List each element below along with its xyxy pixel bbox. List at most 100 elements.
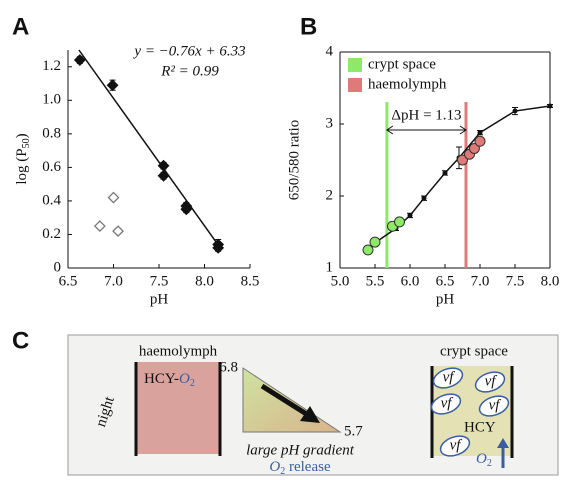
block-title: haemolymph	[139, 343, 218, 359]
region-point	[457, 154, 468, 166]
legend-label: crypt space	[368, 56, 436, 72]
panel-label: C	[12, 327, 29, 354]
gas-arrow-head	[497, 438, 509, 448]
x-tick-label: 7.5	[506, 273, 525, 289]
block-content: HCY	[464, 419, 496, 435]
text-part: 50	[21, 138, 32, 148]
text-part: log (P	[14, 148, 30, 184]
annotation: y = −0.76x + 6.33	[132, 43, 245, 59]
y-tick-label: 2	[326, 187, 334, 203]
region-point	[362, 244, 374, 256]
text-part: 2	[280, 466, 285, 477]
region-point	[474, 135, 486, 147]
annotation: ΔpH = 1.13	[391, 107, 461, 123]
point	[442, 170, 448, 176]
panel-label: A	[12, 13, 29, 40]
delta-arrow	[385, 125, 467, 135]
text-part: O	[269, 459, 280, 475]
region-point	[369, 236, 381, 248]
legend-swatch	[348, 78, 362, 92]
y-tick-label: 0.6	[42, 159, 61, 175]
cell	[430, 393, 462, 415]
ph-top: 6.8	[219, 359, 238, 375]
annotation: R² = 0.99	[160, 63, 219, 79]
point	[212, 241, 225, 254]
haemolymph-block	[136, 362, 220, 454]
y-tick-label: 0.4	[42, 192, 61, 208]
point	[180, 203, 193, 216]
point	[157, 169, 170, 182]
point	[407, 212, 413, 218]
cell-label: vf	[450, 437, 463, 453]
y-tick-label: 0	[54, 259, 62, 275]
cells: vf vf vf vf vf	[430, 367, 510, 457]
chart: 6.5 7.0 7.5 8.0 8.5 0 0.2 0.4 0.6 0.8 1.0 1.2 ApH log…	[12, 13, 259, 307]
y-tick-label: 1	[326, 259, 334, 275]
region-point	[394, 216, 405, 228]
cell-label: vf	[443, 369, 456, 385]
x-tick-label: 7.0	[104, 273, 123, 289]
x-tick-label: 6.0	[401, 273, 420, 289]
gas: O2	[476, 451, 492, 469]
arrow	[260, 383, 310, 418]
point	[93, 220, 106, 232]
cell	[474, 371, 506, 393]
region-point	[468, 142, 480, 154]
text-part: HCY-	[144, 371, 179, 387]
point	[547, 103, 553, 109]
cell-label: vf	[441, 395, 454, 411]
ph-bottom: 5.7	[344, 423, 363, 439]
legend-swatch	[348, 58, 362, 72]
text-part: release	[285, 459, 331, 475]
legend-label: haemolymph	[368, 76, 447, 92]
cell	[478, 395, 510, 417]
x-tick-label: 8.5	[241, 273, 260, 289]
y-tick-label: 1.2	[42, 58, 61, 74]
point	[112, 225, 124, 238]
cell	[439, 435, 471, 457]
block-content: HCY-O2	[144, 371, 195, 389]
caption: large pH gradient	[246, 442, 355, 458]
cell-label: vf	[485, 373, 498, 389]
x-tick-label: 5.5	[366, 273, 385, 289]
point	[421, 195, 427, 201]
y-tick-label: 0.2	[42, 226, 61, 242]
y-tick-label: 0.8	[42, 125, 61, 141]
x-axis-label: pH	[436, 291, 455, 307]
charts: 6.5 7.0 7.5 8.0 8.5 0 0.2 0.4 0.6 0.8 1.0 1.2 ApH log…	[12, 13, 559, 307]
block-title: crypt space	[440, 343, 508, 359]
point	[157, 159, 170, 172]
x-tick-label: 5.0	[331, 273, 350, 289]
panel-label: B	[300, 13, 317, 40]
y-axis-label: log (P50)	[14, 133, 32, 184]
y-tick-label: 3	[326, 115, 334, 131]
text-part: O	[476, 451, 487, 467]
x-tick-label: 6.5	[436, 273, 455, 289]
y-tick-label: 4	[326, 43, 334, 59]
x-tick-label: 7.0	[471, 273, 490, 289]
arrow-head	[300, 406, 320, 423]
text-part: 2	[487, 458, 492, 469]
release: O2 release	[269, 459, 331, 477]
x-tick-label: 8.0	[195, 273, 214, 289]
x-tick-label: 8.0	[541, 273, 560, 289]
point	[73, 54, 86, 66]
fit-line	[78, 49, 220, 247]
point	[106, 79, 119, 92]
y-tick-label: 1.0	[42, 92, 61, 108]
text-part: )	[14, 133, 30, 138]
x-tick-label: 7.5	[150, 273, 169, 289]
point	[477, 130, 483, 136]
cell	[432, 367, 464, 389]
text-part: O	[179, 371, 190, 387]
x-axis-label: pH	[150, 291, 169, 307]
y-axis-label: 650/580 ratio	[286, 120, 302, 200]
x-tick-label: 6.5	[59, 273, 78, 289]
text-part: 2	[190, 378, 195, 389]
point	[512, 108, 518, 114]
panel-c: C haemolymph HCY-O2 night 6.8 5.7 large …	[12, 327, 559, 477]
point	[107, 191, 120, 204]
